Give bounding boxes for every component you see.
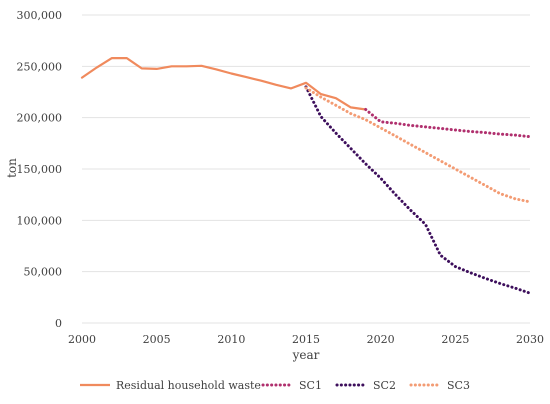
series-line-residual-household-waste (80, 56, 367, 111)
y-tick-label: 50,000 (24, 266, 63, 279)
y-tick-label: 300,000 (17, 9, 63, 22)
x-axis-label: year (292, 348, 320, 362)
x-tick-label: 2030 (516, 333, 544, 346)
y-axis-label: ton (5, 158, 19, 178)
legend-label: Residual household waste (116, 379, 261, 392)
x-tick-label: 2000 (68, 333, 96, 346)
y-tick-label: 150,000 (17, 163, 63, 176)
legend-label: SC2 (373, 379, 396, 392)
x-tick-label: 2015 (292, 333, 320, 346)
legend-label: SC3 (447, 379, 470, 392)
legend-label: SC1 (299, 379, 322, 392)
y-tick-label: 0 (55, 317, 62, 330)
x-tick-label: 2010 (217, 333, 245, 346)
y-tick-label: 100,000 (17, 214, 63, 227)
series-line-sc2 (304, 85, 532, 295)
gridlines (82, 14, 530, 324)
x-tick-label: 2020 (367, 333, 395, 346)
x-tick-label: 2005 (143, 333, 171, 346)
y-axis-ticks: 0 50,000 100,000 150,000 200,000 250,000 300,0… (17, 9, 63, 330)
y-tick-label: 200,000 (17, 112, 63, 125)
x-axis-ticks: 2000 2005 2010 2015 2020 2025 2030 (68, 333, 544, 346)
x-tick-label: 2025 (441, 333, 469, 346)
legend: Residual household waste SC1 SC2 SC3 (80, 379, 470, 392)
series-lines (80, 56, 532, 295)
series-line-sc1 (364, 108, 532, 139)
series-line-sc3 (304, 86, 532, 204)
y-tick-label: 250,000 (17, 60, 63, 73)
